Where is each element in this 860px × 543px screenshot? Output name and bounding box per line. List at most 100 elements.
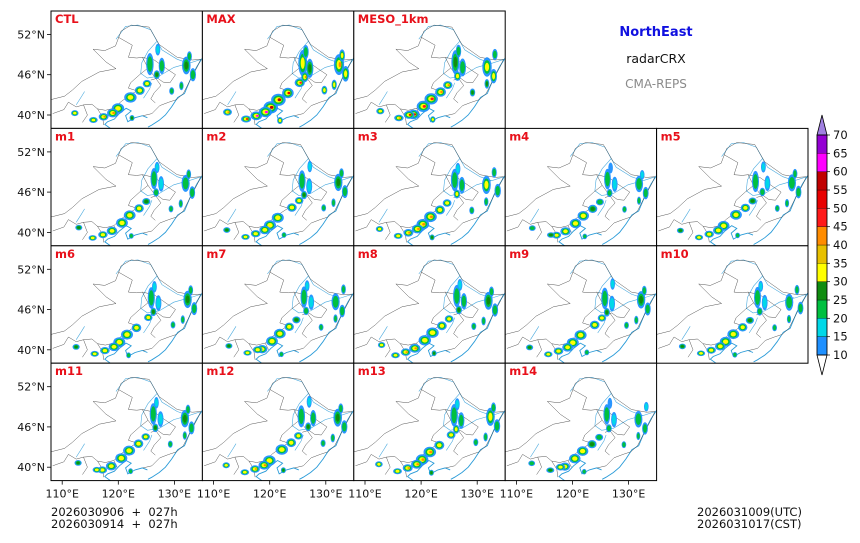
river	[443, 41, 492, 79]
echo-cell	[608, 162, 613, 174]
province-border	[536, 222, 542, 240]
province-border	[698, 142, 807, 234]
echo-cell	[190, 188, 195, 197]
echo-cell	[255, 114, 259, 117]
echo-cell	[94, 468, 99, 472]
panel-label: MESO_1km	[358, 12, 429, 27]
echo-cell	[154, 425, 157, 430]
echo-cell	[452, 172, 458, 188]
coastline	[450, 57, 506, 128]
echo-cell	[495, 185, 500, 196]
echo-cell	[422, 338, 428, 343]
echo-cell	[707, 232, 712, 236]
lat-tick-label: 52°N	[17, 263, 45, 276]
river	[294, 317, 304, 334]
river	[291, 158, 340, 196]
river	[745, 158, 795, 196]
map-background	[505, 363, 657, 481]
echo-cell	[455, 192, 459, 196]
echo-cell	[159, 60, 164, 72]
echo-cell	[453, 56, 458, 68]
echo-cell	[263, 464, 267, 467]
echo-cell	[454, 288, 460, 304]
echo-cell	[100, 468, 105, 472]
echo-cell	[600, 316, 604, 320]
echo-cell	[296, 434, 301, 438]
echo-cell	[225, 228, 229, 232]
colorbar-tick-label: 70	[833, 128, 848, 142]
echo-cell	[278, 118, 282, 123]
lon-tick-label: 110°E	[348, 488, 381, 501]
province-border	[244, 377, 353, 469]
province-border	[506, 271, 603, 349]
echo-cell	[408, 231, 411, 234]
province-border	[536, 457, 542, 475]
echo-cell	[786, 296, 793, 309]
echo-cell	[144, 199, 149, 204]
echo-cell	[245, 118, 249, 120]
echo-cell	[76, 461, 80, 465]
echo-cell	[297, 199, 301, 203]
echo-cell	[92, 352, 97, 356]
colorbar-tick-label: 20	[833, 311, 848, 325]
echo-cell	[74, 345, 78, 349]
echo-cell	[186, 406, 190, 414]
echo-cell	[289, 205, 295, 210]
river	[446, 200, 455, 216]
echo-cell	[563, 229, 568, 234]
province-border	[536, 339, 542, 358]
river	[681, 326, 691, 340]
river	[291, 393, 340, 431]
map-panel: m11	[50, 362, 203, 482]
river	[530, 326, 540, 340]
echo-cell	[416, 463, 420, 466]
colorbar-tick-label: 45	[833, 220, 848, 234]
coastline	[558, 459, 602, 481]
colorbar-tick-label: 35	[833, 256, 848, 270]
lat-tick-label: 46°N	[17, 304, 45, 317]
river	[378, 91, 388, 106]
region-title: NorthEast	[619, 25, 693, 40]
echo-cell	[339, 405, 343, 413]
colorbar-swatch	[816, 281, 828, 301]
echo-cell	[340, 306, 345, 316]
province-border	[385, 457, 391, 475]
lat-tick-label: 40°N	[17, 461, 45, 474]
echo-cell	[185, 295, 190, 304]
echo-cell	[301, 289, 307, 305]
lat-tick-label: 46°N	[17, 69, 45, 82]
map-background	[505, 128, 657, 246]
province-border	[51, 49, 117, 100]
panel-label: CTL	[55, 12, 79, 26]
echo-cell	[264, 110, 268, 114]
valid-time-cst: 2026031017(CST)	[697, 517, 802, 531]
latitude-axis: 52°N 46°N 40°N 52°N 46°N 40°N 52°N 46°N 40°N 52°N…	[17, 29, 51, 474]
echo-cell	[127, 95, 134, 100]
coastline	[406, 107, 451, 129]
echo-cell	[118, 455, 125, 461]
echo-cell	[304, 307, 309, 314]
echo-cell	[493, 50, 497, 59]
map-background	[202, 245, 354, 364]
echo-cell	[422, 105, 427, 108]
map-panel: m12	[201, 362, 355, 482]
echo-cell	[489, 288, 494, 296]
echo-cell	[461, 295, 467, 307]
lon-tick-label: 130°E	[460, 488, 493, 501]
colorbar-tick-label: 15	[833, 330, 848, 344]
province-border	[353, 283, 420, 335]
lat-tick-label: 40°N	[17, 226, 45, 239]
coastline	[709, 342, 754, 364]
map-panel: m5	[656, 127, 809, 247]
river	[443, 393, 492, 431]
province-border	[505, 401, 571, 453]
colorbar-swatch	[816, 134, 828, 154]
echo-cell	[152, 309, 155, 314]
echo-cell	[242, 470, 247, 474]
echo-cell	[597, 199, 603, 205]
echo-cell	[137, 88, 142, 93]
coastline	[104, 459, 148, 481]
province-border	[204, 154, 300, 232]
panel-label: m11	[55, 364, 83, 378]
echo-cell	[460, 61, 465, 74]
